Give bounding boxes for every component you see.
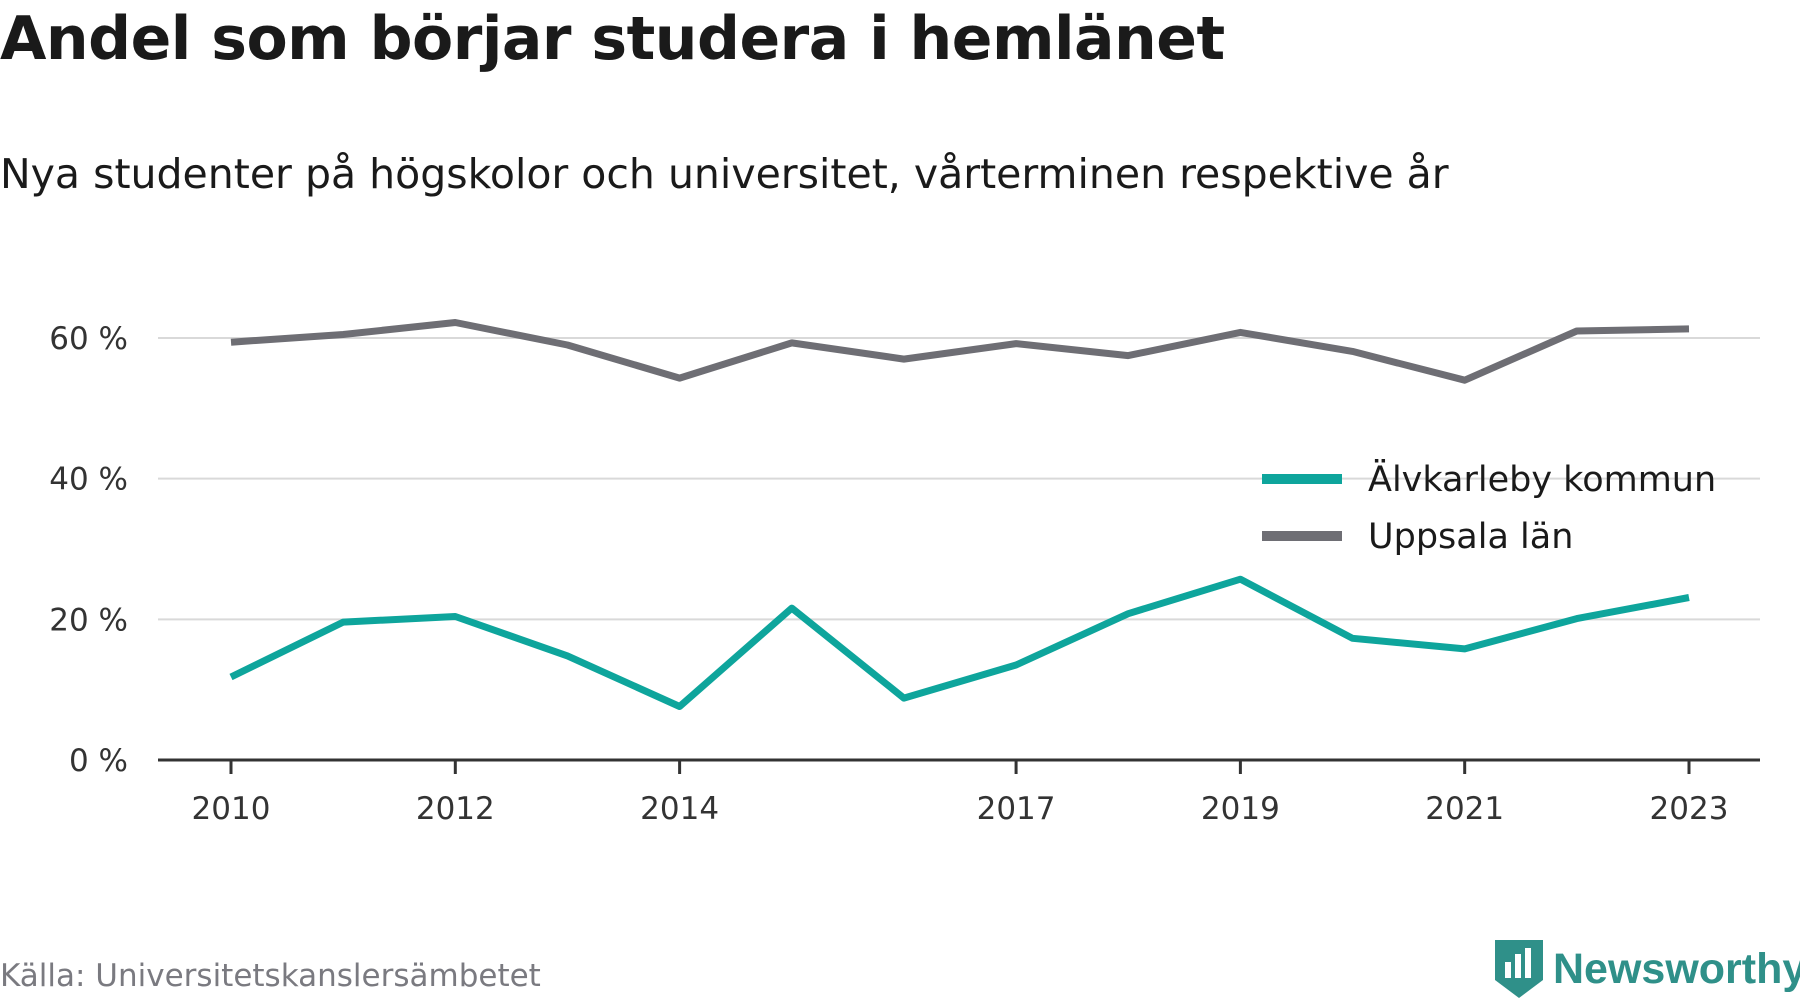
x-tick-label: 2017 (977, 791, 1056, 827)
x-tick-label: 2019 (1201, 791, 1280, 827)
legend-swatch (1262, 474, 1342, 484)
x-tick-label: 2023 (1650, 791, 1729, 827)
x-tick-label: 2010 (192, 791, 271, 827)
brand-name: Newsworthy (1553, 944, 1800, 993)
chart-title: Andel som börjar studera i hemlänet (0, 4, 1225, 74)
chart-subtitle: Nya studenter på högskolor och universit… (0, 150, 1449, 198)
legend-label: Uppsala län (1368, 517, 1573, 557)
legend-swatch (1262, 531, 1342, 541)
series-line (229, 575, 1690, 710)
series-line (230, 319, 1690, 384)
source-note: Källa: Universitetskanslersämbetet (0, 958, 541, 994)
newsworthy-logo-icon (1495, 940, 1543, 998)
series-lines (229, 319, 1690, 710)
y-tick-label: 60 % (49, 321, 128, 357)
legend: Älvkarleby kommun Uppsala län (1262, 458, 1716, 557)
x-tick-label: 2021 (1425, 791, 1504, 827)
y-tick-label: 40 % (49, 462, 128, 498)
y-axis-tick-labels: 0 % 20 % 40 % 60 % (49, 321, 128, 779)
y-tick-label: 20 % (49, 602, 128, 638)
line-chart: 0 % 20 % 40 % 60 % 2010 2012 2014 2017 2019 2021… (49, 319, 1760, 827)
newsworthy-logo: Newsworthy (1495, 940, 1800, 998)
legend-label: Älvkarleby kommun (1368, 458, 1716, 500)
x-tick-label: 2012 (416, 791, 495, 827)
x-tick-label: 2014 (640, 791, 719, 827)
x-axis: 2010 2012 2014 2017 2019 2021 2023 (158, 758, 1760, 827)
y-tick-label: 0 % (69, 743, 128, 779)
